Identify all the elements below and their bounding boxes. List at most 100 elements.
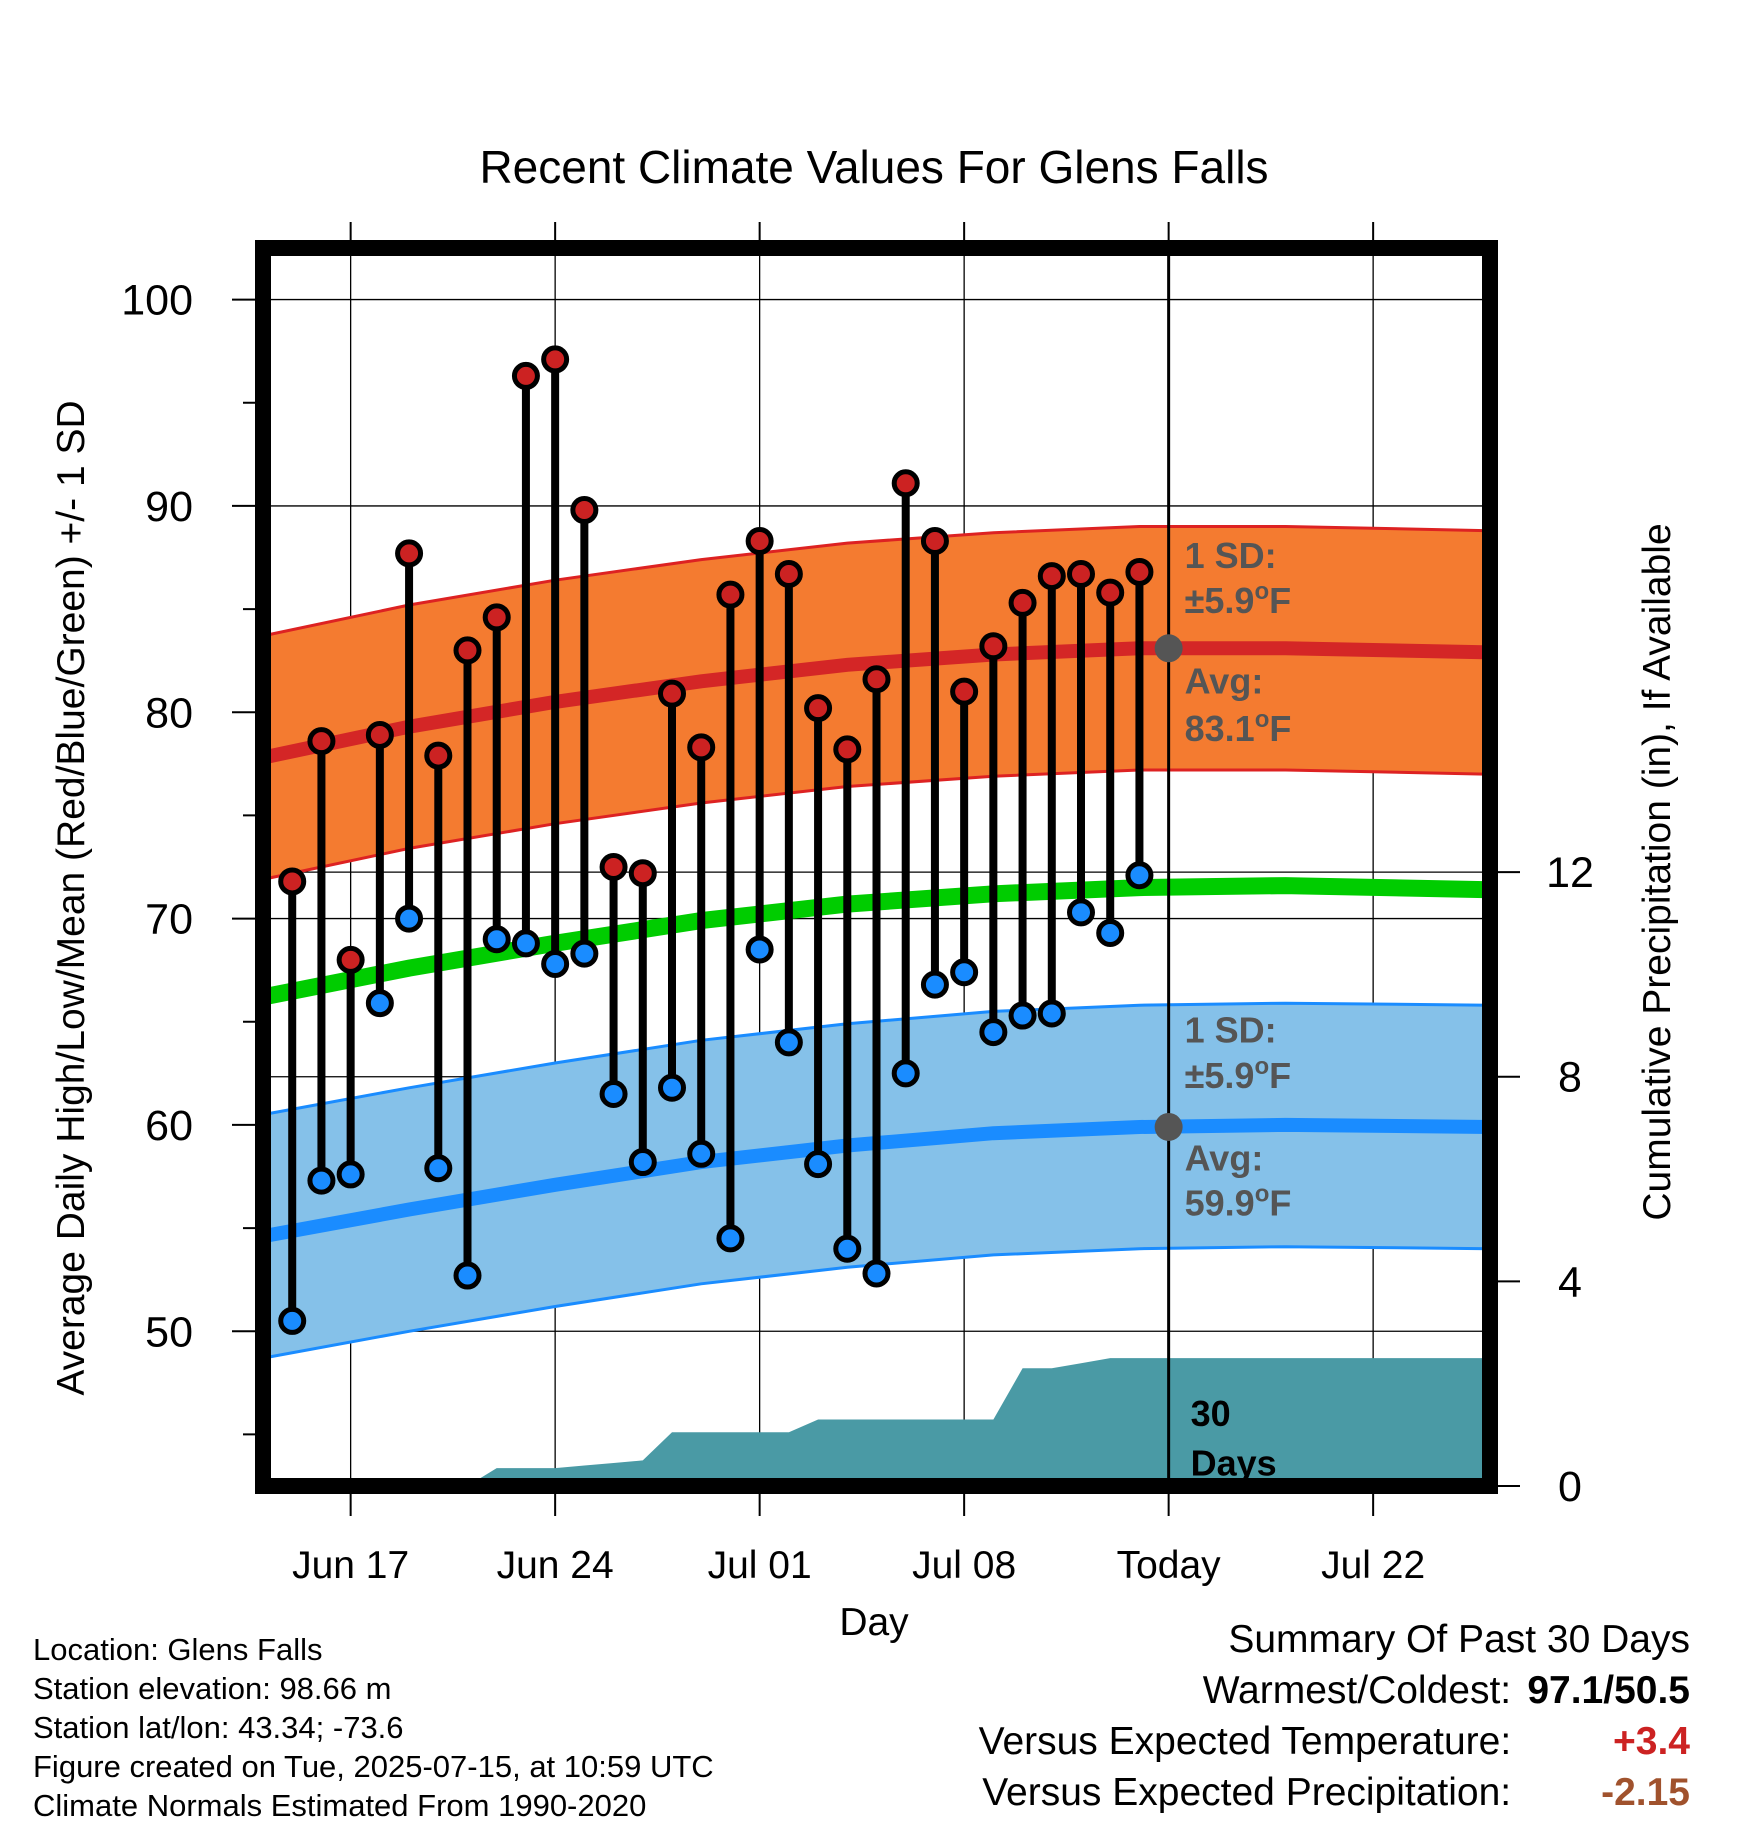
- daily-high-point: [365, 720, 394, 749]
- summary-precip: Versus Expected Precipitation: -2.15: [979, 1767, 1690, 1818]
- daily-low-point: [628, 1148, 657, 1177]
- low-avg-label: Avg:: [1185, 1137, 1264, 1178]
- daily-high-point: [891, 469, 920, 498]
- temp-departure-value: +3.4: [1613, 1720, 1690, 1763]
- daily-low-point: [979, 1018, 1008, 1047]
- y2-tick-label: 4: [1558, 1258, 1582, 1306]
- daily-points: [278, 345, 1154, 1335]
- daily-high-point: [511, 361, 540, 390]
- x-tick-label: Jul 01: [708, 1544, 812, 1587]
- station-elevation: Station elevation: 98.66 m: [33, 1671, 392, 1706]
- daily-high-point: [599, 853, 628, 881]
- daily-low-point: [833, 1234, 862, 1263]
- x-axis-label: Day: [839, 1601, 909, 1644]
- station-info: Location: Glens Falls Station elevation:…: [33, 1630, 714, 1825]
- x-tick-label: Today: [1117, 1544, 1222, 1587]
- precip-label-days: Days: [1191, 1443, 1277, 1484]
- daily-low-point: [716, 1224, 745, 1253]
- daily-low-point: [541, 949, 570, 978]
- daily-low-point: [278, 1306, 307, 1335]
- daily-high-point: [1037, 562, 1066, 591]
- y2-tick-label: 0: [1558, 1463, 1582, 1511]
- daily-low-point: [336, 1160, 365, 1189]
- daily-high-point: [716, 580, 745, 609]
- daily-low-point: [745, 935, 774, 964]
- daily-low-point: [920, 970, 949, 999]
- daily-high-point: [745, 526, 774, 555]
- daily-low-point: [453, 1261, 482, 1290]
- warmest-coldest-value: 97.1/50.5: [1527, 1669, 1690, 1712]
- temp-departure-label: Versus Expected Temperature:: [978, 1720, 1512, 1763]
- daily-high-point: [1096, 578, 1125, 607]
- daily-high-point: [774, 560, 803, 589]
- precip-departure-label: Versus Expected Precipitation:: [982, 1771, 1512, 1814]
- daily-high-point: [570, 496, 599, 525]
- daily-high-point: [453, 636, 482, 665]
- daily-high-point: [424, 741, 453, 770]
- daily-low-point: [1125, 861, 1154, 890]
- high-avg-line: [261, 641, 1491, 765]
- y-tick-label: 70: [145, 896, 193, 944]
- daily-high-point: [1125, 557, 1154, 586]
- y2-tick-label: 12: [1546, 849, 1594, 897]
- daily-range-bars: [288, 359, 1144, 1321]
- low-sd-value: ±5.9oF: [1185, 1053, 1291, 1096]
- x-tick-label: Jun 24: [497, 1544, 614, 1587]
- daily-low-point: [395, 904, 424, 933]
- climate-normals-note: Climate Normals Estimated From 1990-2020: [33, 1788, 647, 1823]
- low-avg-today-marker: [1154, 1112, 1183, 1141]
- y2-tick-label: 8: [1558, 1054, 1582, 1102]
- low-avg-value: 59.9oF: [1185, 1181, 1292, 1224]
- summary-title: Summary Of Past 30 Days: [1228, 1618, 1690, 1661]
- y-axis-label: Average Daily High/Low/Mean (Red/Blue/Gr…: [50, 400, 93, 1395]
- x-tick-label: Jul 08: [912, 1544, 1016, 1587]
- daily-low-point: [1067, 898, 1095, 927]
- daily-high-point: [862, 665, 891, 694]
- y2-axis-label: Cumulative Precipitation (in), If Availa…: [1636, 523, 1679, 1220]
- y-tick-label: 80: [145, 689, 193, 737]
- high-sd-label: 1 SD:: [1185, 535, 1277, 576]
- daily-low-point: [950, 958, 979, 987]
- y-tick-label: 100: [121, 277, 193, 325]
- daily-low-point: [511, 929, 540, 958]
- plot-border: [255, 240, 1498, 1494]
- daily-low-point: [1037, 999, 1066, 1028]
- daily-low-point: [1096, 919, 1125, 948]
- precip-cumulative-area: [263, 1358, 1490, 1486]
- daily-high-point: [658, 679, 686, 708]
- daily-low-point: [599, 1079, 628, 1108]
- low-sd-label: 1 SD:: [1185, 1009, 1277, 1050]
- summary-warmest-coldest: Warmest/Coldest: 97.1/50.5: [979, 1665, 1690, 1716]
- daily-low-point: [774, 1028, 803, 1057]
- daily-low-point: [365, 989, 394, 1018]
- daily-low-point: [658, 1073, 686, 1102]
- precip-area: [263, 1358, 1490, 1486]
- precip-label-30: 30: [1191, 1393, 1231, 1434]
- daily-low-point: [307, 1166, 336, 1195]
- daily-low-point: [687, 1139, 716, 1168]
- plot-frame: [255, 240, 1498, 1494]
- station-location: Location: Glens Falls: [33, 1632, 323, 1667]
- daily-low-point: [1008, 1001, 1037, 1030]
- high-avg-label: Avg:: [1185, 661, 1264, 702]
- daily-high-point: [482, 603, 511, 632]
- daily-low-point: [862, 1259, 891, 1288]
- daily-high-point: [307, 727, 336, 756]
- daily-low-point: [891, 1059, 920, 1088]
- daily-high-point: [979, 632, 1008, 661]
- daily-high-point: [541, 345, 570, 374]
- daily-high-point: [950, 677, 979, 706]
- x-tick-label: Jul 22: [1321, 1544, 1425, 1587]
- chart-title: Recent Climate Values For Glens Falls: [479, 141, 1268, 193]
- daily-low-point: [804, 1150, 833, 1179]
- daily-low-point: [482, 925, 511, 954]
- daily-high-point: [628, 859, 657, 888]
- daily-high-point: [1008, 588, 1037, 617]
- station-latlon: Station lat/lon: 43.34; -73.6: [33, 1710, 404, 1745]
- daily-high-point: [395, 539, 424, 568]
- summary-temp: Versus Expected Temperature: +3.4: [979, 1716, 1690, 1767]
- daily-low-point: [570, 939, 599, 968]
- daily-high-point: [336, 945, 365, 974]
